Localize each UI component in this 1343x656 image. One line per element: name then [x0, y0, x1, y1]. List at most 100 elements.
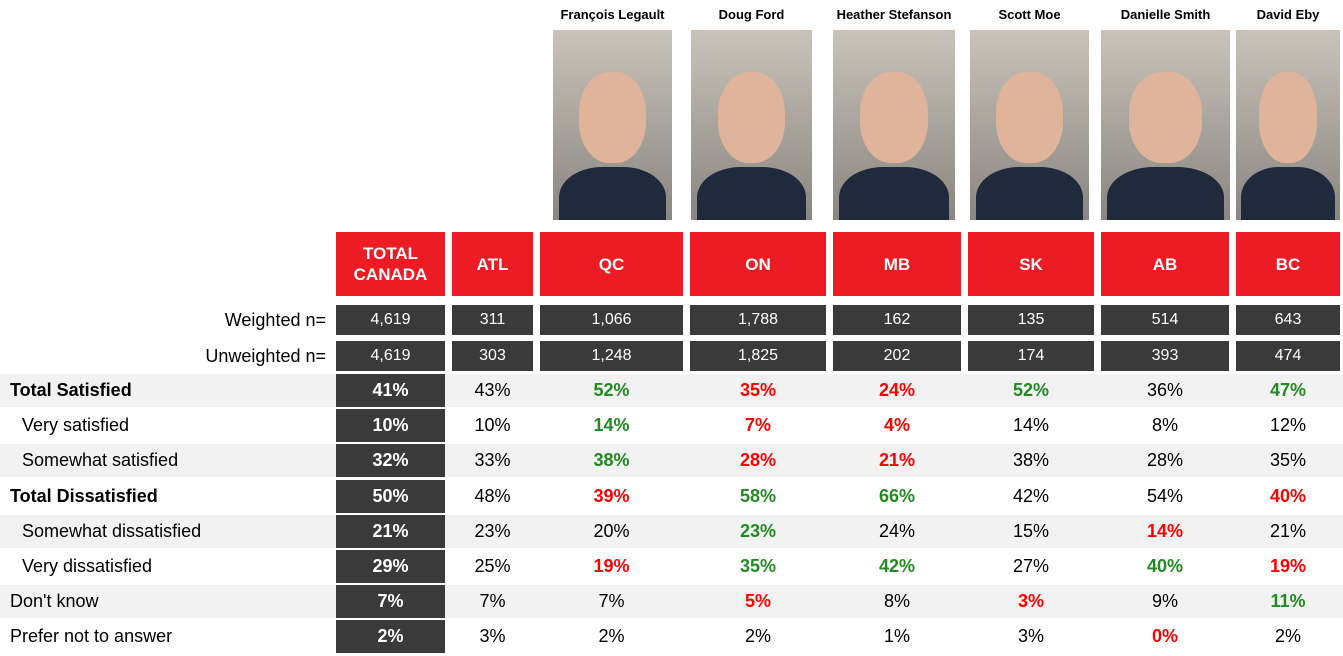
data-cell: 54%: [1146, 485, 1184, 506]
row-label: Very satisfied: [22, 415, 130, 436]
photo-face: [579, 71, 646, 163]
column-header: TOTAL CANADA: [336, 232, 445, 296]
data-cell: 52%: [593, 380, 630, 400]
data-cell: 7%: [336, 585, 445, 619]
sample-cell: 393: [1101, 341, 1229, 371]
data-cell: 38%: [1012, 450, 1050, 471]
data-cell: 24%: [878, 520, 916, 541]
data-cell: 33%: [474, 450, 511, 471]
data-cell: 28%: [739, 450, 777, 471]
data-cell: 15%: [1012, 520, 1050, 541]
sample-cell: 174: [968, 341, 1094, 371]
leader-photo: [970, 30, 1089, 220]
sample-cell: 4,619: [336, 305, 445, 335]
data-cell: 25%: [474, 556, 511, 576]
data-cell: 11%: [1270, 591, 1306, 612]
row-label: Somewhat satisfied: [22, 450, 179, 471]
data-cell: 2%: [598, 626, 625, 647]
sample-cell: 1,825: [690, 341, 826, 371]
photo-suit: [1107, 166, 1224, 220]
photo-suit: [558, 166, 667, 220]
row-label: Very dissatisfied: [22, 556, 153, 576]
data-cell: 52%: [1012, 380, 1050, 400]
data-cell: 4%: [883, 415, 910, 436]
data-cell: 7%: [744, 415, 771, 436]
photo-suit: [1241, 166, 1335, 220]
photo-face: [996, 71, 1063, 163]
data-cell: 10%: [336, 409, 445, 443]
photo-face: [1129, 71, 1202, 163]
data-cell: 3%: [1017, 591, 1044, 612]
data-cell: 20%: [593, 520, 630, 541]
sample-cell: 1,066: [540, 305, 683, 335]
leader-name: Doug Ford: [718, 6, 785, 22]
column-header: ATL: [452, 232, 533, 296]
sample-cell: 643: [1236, 305, 1340, 335]
sample-cell: 1,788: [690, 305, 826, 335]
leader-photo: [1101, 30, 1230, 220]
data-cell: 9%: [1151, 591, 1178, 612]
column-header: BC: [1236, 232, 1340, 296]
leader-name: François Legault: [560, 6, 665, 22]
data-cell: 23%: [474, 520, 511, 541]
column-header: AB: [1101, 232, 1229, 296]
data-cell: 40%: [1269, 485, 1307, 506]
leader-photo: [553, 30, 672, 220]
sample-cell: 303: [452, 341, 533, 371]
column-header: QC: [540, 232, 683, 296]
sample-cell: 162: [833, 305, 961, 335]
leader-name: Danielle Smith: [1120, 6, 1211, 22]
sample-cell: 202: [833, 341, 961, 371]
data-cell: 40%: [1146, 556, 1184, 576]
data-cell: 19%: [1269, 556, 1307, 576]
column-header: SK: [968, 232, 1094, 296]
row-label: Prefer not to answer: [10, 626, 173, 647]
data-cell: 10%: [474, 415, 511, 436]
leader-photo: [691, 30, 812, 220]
data-cell: 2%: [336, 620, 445, 654]
leader-name: David Eby: [1256, 6, 1320, 22]
data-cell: 21%: [336, 514, 445, 548]
sample-cell: 311: [452, 305, 533, 335]
data-cell: 3%: [1017, 626, 1044, 647]
column-header: MB: [833, 232, 961, 296]
sample-cell: 514: [1101, 305, 1229, 335]
row-background: [0, 514, 1343, 548]
data-cell: 14%: [1012, 415, 1050, 436]
row-background: [0, 585, 1343, 619]
sample-label: Unweighted n=: [205, 345, 326, 366]
data-cell: 48%: [474, 485, 511, 506]
data-cell: 2%: [744, 626, 771, 647]
data-cell: 3%: [479, 626, 506, 647]
data-cell: 0%: [1151, 626, 1178, 647]
data-cell: 36%: [1146, 380, 1184, 400]
data-cell: 35%: [1269, 450, 1307, 471]
data-cell: 14%: [1146, 520, 1184, 541]
sample-label: Weighted n=: [224, 309, 326, 330]
row-background: [0, 374, 1343, 407]
data-cell: 19%: [593, 556, 630, 576]
data-cell: 35%: [739, 556, 777, 576]
photo-face: [859, 71, 929, 163]
leader-name: Heather Stefanson: [836, 6, 952, 22]
data-cell: 41%: [336, 374, 445, 407]
data-cell: 47%: [1269, 380, 1307, 400]
data-cell: 24%: [878, 380, 916, 400]
sample-cell: 135: [968, 305, 1094, 335]
data-cell: 50%: [336, 479, 445, 513]
leader-photo: [1236, 30, 1340, 220]
data-cell: 2%: [1274, 626, 1301, 647]
data-cell: 42%: [1012, 485, 1050, 506]
row-label: Somewhat dissatisfied: [22, 520, 202, 541]
data-cell: 58%: [739, 485, 777, 506]
data-cell: 8%: [1151, 415, 1178, 436]
data-cell: 28%: [1146, 450, 1184, 471]
data-cell: 35%: [739, 380, 777, 400]
data-cell: 27%: [1012, 556, 1050, 576]
column-header: ON: [690, 232, 826, 296]
data-cell: 1%: [883, 626, 910, 647]
data-cell: 8%: [883, 591, 910, 612]
photo-suit: [975, 166, 1084, 220]
data-cell: 21%: [878, 450, 916, 471]
